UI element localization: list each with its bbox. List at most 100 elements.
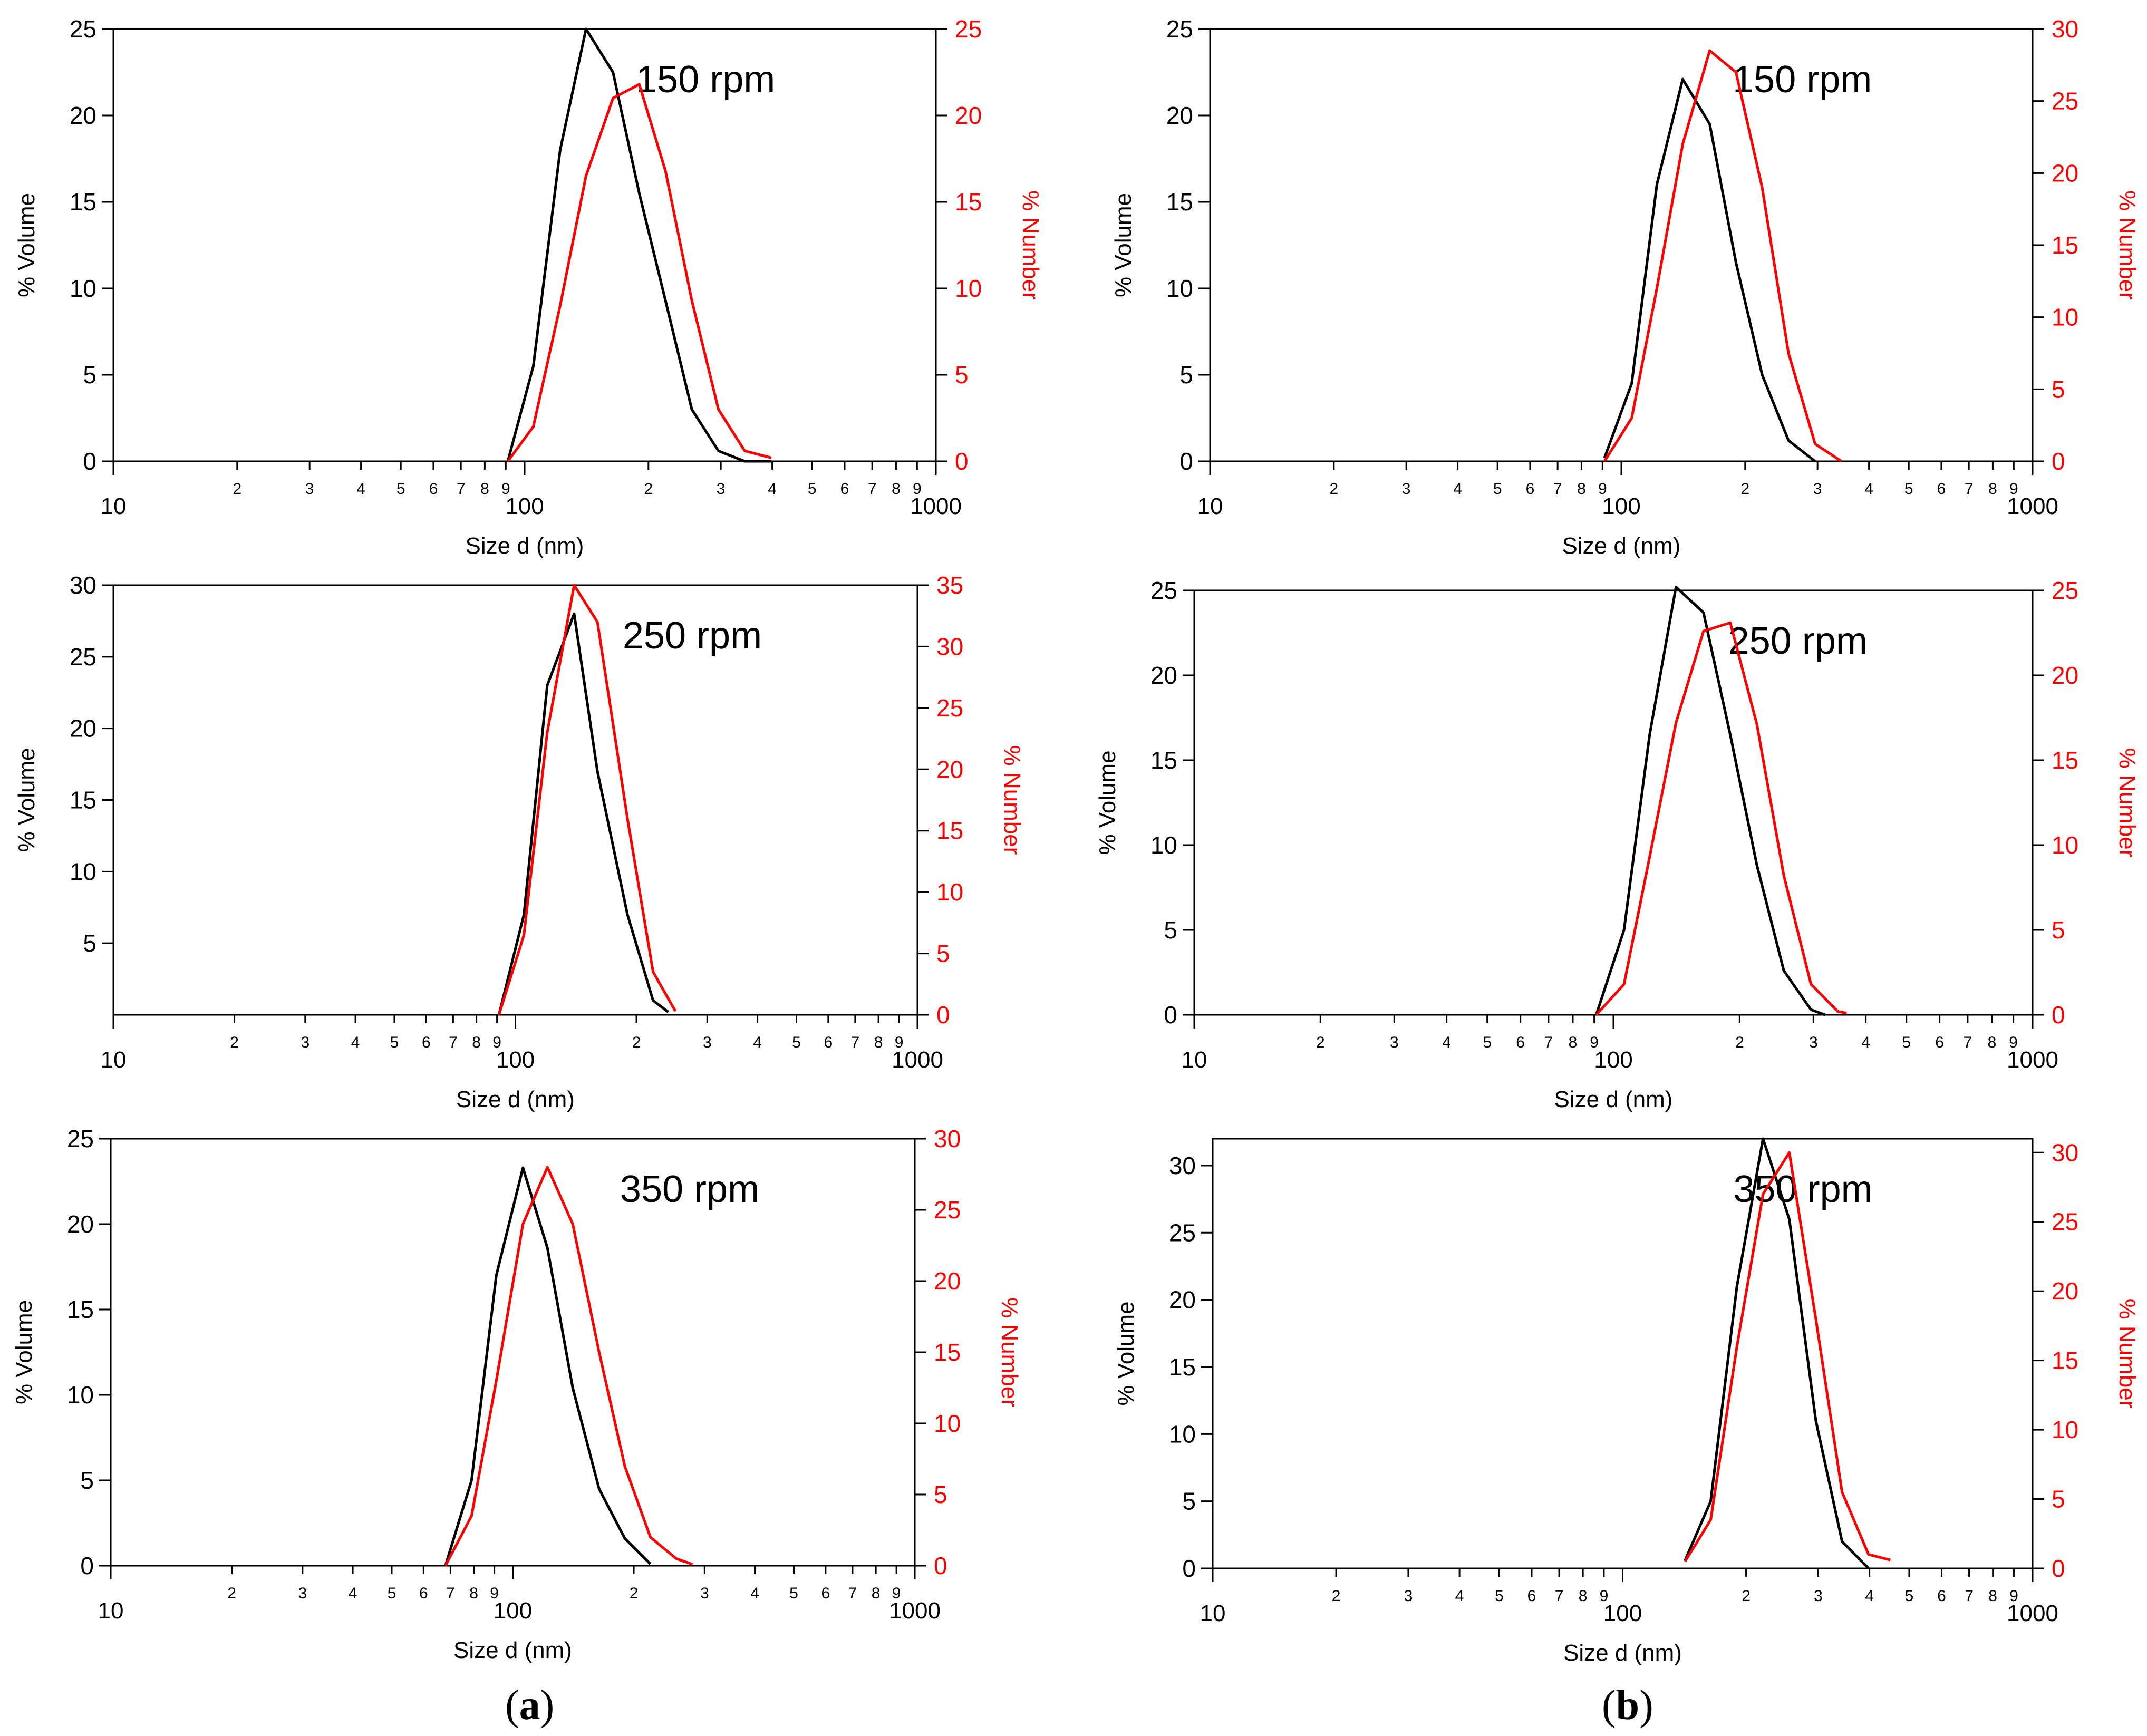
y-axis-label: % Volume	[11, 1300, 37, 1404]
y-tick-label: 10	[1166, 275, 1193, 302]
y-tick-label: 10	[1169, 1420, 1196, 1448]
x-tick-label: 4	[349, 1585, 357, 1602]
x-tick-label: 6	[1937, 480, 1946, 498]
number-series-line	[1684, 1151, 1891, 1563]
x-tick-label: 4	[1865, 1587, 1874, 1605]
y-tick-label: 5	[83, 929, 96, 957]
x-tick-label: 6	[821, 1585, 830, 1602]
volume-series-line	[497, 612, 669, 1015]
y2-tick-label: 5	[934, 1481, 947, 1508]
y2-axis-label: % Number	[2114, 190, 2140, 300]
x-tick-label: 2	[233, 480, 241, 498]
y2-tick-label: 10	[2052, 831, 2078, 859]
y2-tick-label: 20	[936, 755, 963, 783]
chart-title: 250 rpm	[1728, 620, 1868, 662]
y2-tick-label: 25	[934, 1196, 961, 1224]
y2-axis-label: % Number	[2114, 1299, 2140, 1409]
x-tick-label: 4	[1455, 1587, 1464, 1605]
y2-tick-label: 0	[936, 1001, 950, 1029]
x-tick-label: 8	[472, 1034, 481, 1051]
x-axis-label: Size d (nm)	[466, 533, 584, 559]
number-series-line	[1595, 621, 1847, 1016]
x-tick-label: 3	[1404, 1587, 1413, 1605]
y2-tick-label: 30	[2052, 15, 2078, 43]
y2-tick-label: 25	[2052, 577, 2078, 604]
y-tick-label: 15	[70, 787, 96, 814]
x-tick-label: 4	[768, 480, 777, 498]
y-tick-label: 20	[67, 1210, 94, 1238]
y-tick-label: 20	[70, 715, 96, 742]
x-tick-label: 9	[492, 1034, 501, 1051]
x-tick-label: 5	[808, 480, 817, 498]
chart-title: 150 rpm	[1733, 59, 1872, 101]
x-tick-label: 5	[1902, 1034, 1911, 1051]
x-tick-label: 10	[1200, 1601, 1226, 1626]
y2-tick-label: 30	[936, 633, 963, 660]
y-tick-label: 15	[67, 1296, 94, 1323]
x-tick-label: 4	[356, 480, 365, 498]
x-tick-label: 6	[419, 1585, 428, 1602]
y2-tick-label: 15	[955, 188, 982, 216]
x-tick-label: 6	[840, 480, 849, 498]
x-tick-label: 2	[1740, 480, 1749, 498]
x-tick-label: 4	[753, 1034, 762, 1051]
x-tick-label: 2	[230, 1034, 239, 1051]
volume-series-line	[1603, 77, 1816, 462]
y2-tick-label: 5	[2052, 916, 2065, 944]
x-tick-label: 100	[1602, 493, 1640, 519]
y2-tick-label: 0	[2052, 1001, 2065, 1029]
x-tick-label: 7	[446, 1585, 455, 1602]
y2-tick-label: 20	[2052, 662, 2078, 689]
y2-tick-label: 0	[2052, 448, 2065, 475]
y2-tick-label: 0	[2052, 1555, 2065, 1582]
y-tick-label: 15	[1150, 746, 1177, 774]
y-tick-label: 5	[1182, 1488, 1196, 1515]
y-tick-label: 25	[1150, 577, 1177, 604]
y2-tick-label: 25	[2052, 1208, 2078, 1236]
y2-tick-label: 15	[934, 1339, 961, 1366]
x-tick-label: 3	[700, 1585, 709, 1602]
x-tick-label: 3	[1390, 1034, 1399, 1051]
x-tick-label: 6	[1516, 1034, 1525, 1051]
x-tick-label: 1000	[892, 1047, 943, 1073]
x-tick-label: 5	[388, 1585, 396, 1602]
plot-frame	[110, 1138, 916, 1567]
y-axis-label: % Volume	[14, 748, 40, 852]
x-tick-label: 6	[1937, 1587, 1946, 1605]
y2-tick-label: 30	[934, 1125, 961, 1152]
y2-tick-label: 10	[2052, 1416, 2078, 1443]
x-tick-label: 9	[2009, 1587, 2018, 1605]
y-tick-label: 5	[83, 361, 96, 389]
x-tick-label: 10	[1182, 1047, 1207, 1073]
x-tick-label: 8	[1988, 1587, 1997, 1605]
y-tick-label: 20	[70, 102, 96, 129]
y-tick-label: 25	[1166, 15, 1193, 43]
x-tick-label: 9	[1600, 1587, 1609, 1605]
x-tick-label: 9	[490, 1585, 499, 1602]
x-tick-label: 8	[1988, 1034, 1997, 1051]
y-tick-label: 15	[1169, 1353, 1196, 1381]
chart-title: 350 rpm	[620, 1168, 759, 1210]
x-tick-label: 7	[1965, 480, 1974, 498]
x-tick-label: 5	[1904, 480, 1913, 498]
x-tick-label: 8	[874, 1034, 883, 1051]
x-axis-label: Size d (nm)	[1554, 1087, 1673, 1112]
x-tick-label: 5	[1905, 1587, 1914, 1605]
y2-tick-label: 15	[936, 817, 963, 845]
y2-tick-label: 5	[955, 361, 969, 389]
x-tick-label: 8	[892, 480, 901, 498]
x-tick-label: 7	[848, 1585, 857, 1602]
x-tick-label: 4	[750, 1585, 759, 1602]
y2-axis-label: % Number	[2114, 748, 2140, 858]
y-tick-label: 0	[1164, 1001, 1177, 1029]
y2-tick-label: 5	[936, 940, 950, 967]
x-tick-label: 10	[101, 1047, 127, 1073]
y2-tick-label: 5	[2052, 375, 2065, 403]
y-tick-label: 15	[70, 188, 96, 216]
x-axis-label: Size d (nm)	[1563, 1640, 1682, 1666]
